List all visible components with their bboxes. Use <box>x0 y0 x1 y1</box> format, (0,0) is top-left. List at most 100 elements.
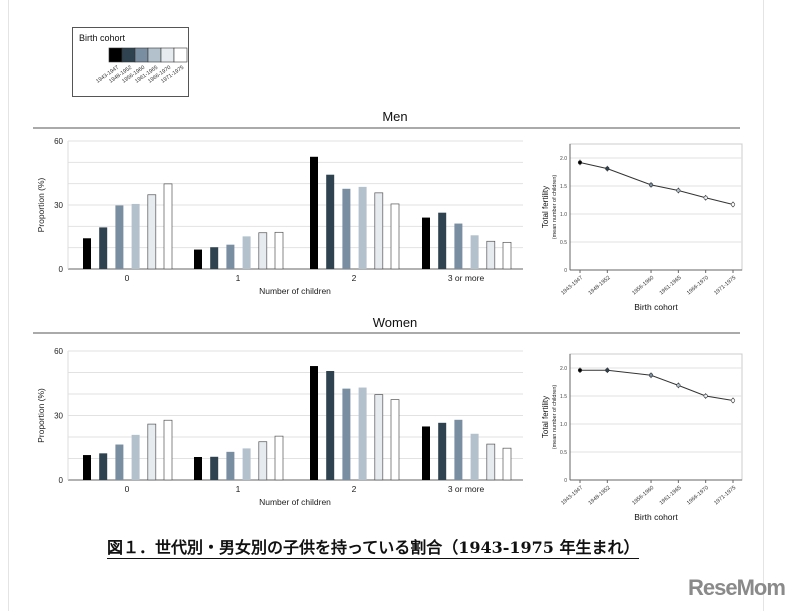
x-tick-label: 2 <box>352 273 357 283</box>
page-border-right <box>763 0 764 611</box>
bar-1943-1947-1 <box>194 456 202 480</box>
y-tick-label: 1.5 <box>560 394 567 400</box>
bar-1948-1952-1 <box>210 456 219 480</box>
y-axis-label: Total fertility <box>541 396 550 438</box>
y-tick-label: 60 <box>54 137 63 146</box>
y-axis-sublabel: (mean number of children) <box>552 175 558 240</box>
y-tick-label: 1.5 <box>560 184 567 190</box>
bar-1948-1952-0 <box>99 227 108 269</box>
y-tick-label: 0 <box>564 268 567 274</box>
bar-1943-1947-0 <box>83 238 91 269</box>
bar-1971-1975-1 <box>274 435 284 481</box>
bar-1961-1965-2 <box>358 387 367 480</box>
bar-1948-1952-2 <box>326 174 335 269</box>
bar-1961-1965-0 <box>131 203 140 269</box>
x-tick-label: 1 <box>236 273 241 283</box>
bar-1966-1970-1 <box>258 232 268 270</box>
bar-1971-1975-2 <box>390 203 400 270</box>
x-tick-label: 1 <box>236 484 241 494</box>
bar-1961-1965-1 <box>242 236 251 269</box>
plot-frame <box>569 353 743 481</box>
bar-1961-1965-2 <box>358 186 367 269</box>
bar-1966-1970-0 <box>147 423 157 481</box>
y-tick-label: 0 <box>564 478 567 484</box>
bar-1943-1947-3 or more <box>422 426 430 480</box>
chart-title: Men <box>382 109 407 124</box>
data-point-1971-1975 <box>730 202 736 207</box>
x-tick-label: 3 or more <box>448 484 485 494</box>
bar-1966-1970-2 <box>374 192 384 270</box>
y-tick-label: 30 <box>54 412 63 421</box>
data-point-1948-1952 <box>605 368 610 373</box>
x-tick-label: 1943-1947 <box>560 485 584 507</box>
data-point-1948-1952 <box>605 166 610 171</box>
x-tick-label: 1966-1970 <box>686 485 710 507</box>
y-axis-label: Proportion (%) <box>36 388 46 443</box>
x-tick-label: 3 or more <box>448 273 485 283</box>
legend-swatch-1971-1975 <box>173 47 188 63</box>
bar-1961-1965-0 <box>131 434 140 480</box>
page-border-left <box>8 0 9 611</box>
data-point-1956-1960 <box>648 182 654 187</box>
data-point-1943-1947 <box>577 368 583 373</box>
bar-1966-1970-2 <box>374 394 384 481</box>
bar-1948-1952-0 <box>99 453 108 480</box>
x-tick-label: 1966-1970 <box>686 275 710 297</box>
bar-1956-1960-0 <box>115 444 124 480</box>
y-axis-label: Total fertility <box>541 186 550 228</box>
bar-1966-1970-0 <box>147 194 157 270</box>
bar-1948-1952-3 or more <box>438 422 447 480</box>
bar-1956-1960-3 or more <box>454 223 463 269</box>
y-tick-label: 2.0 <box>560 366 567 372</box>
x-tick-label: 0 <box>125 273 130 283</box>
resemom-logo: ReseMom <box>688 575 786 600</box>
bar-1971-1975-0 <box>163 183 173 270</box>
x-tick-label: 1961-1965 <box>659 485 683 507</box>
bar-1961-1965-3 or more <box>470 235 479 269</box>
legend-title: Birth cohort <box>79 33 126 43</box>
x-tick-label: 1943-1947 <box>560 275 584 297</box>
legend-swatch-1966-1970 <box>160 47 175 63</box>
y-tick-label: 30 <box>54 201 63 210</box>
legend-swatch-1948-1952 <box>121 47 136 63</box>
bar-1971-1975-3 or more <box>502 241 512 270</box>
fertility-line <box>580 369 734 401</box>
y-tick-label: 2.0 <box>560 156 567 162</box>
bar-1971-1975-2 <box>390 399 400 481</box>
bar-1943-1947-2 <box>310 366 318 480</box>
data-point-1961-1965 <box>676 383 681 388</box>
chart-title: Women <box>373 315 418 330</box>
y-tick-label: 0.5 <box>560 450 567 456</box>
bar-1961-1965-1 <box>242 448 251 480</box>
legend-swatch-1943-1947 <box>108 47 123 63</box>
bar-1971-1975-1 <box>274 231 284 270</box>
bar-1948-1952-2 <box>326 370 335 480</box>
bar-1948-1952-1 <box>210 247 219 269</box>
x-axis-label: Birth cohort <box>634 302 678 312</box>
x-axis-label: Number of children <box>259 497 331 507</box>
bar-1971-1975-3 or more <box>502 447 512 481</box>
bar-1943-1947-1 <box>194 249 202 269</box>
fertility-line <box>579 161 734 205</box>
bar-1956-1960-3 or more <box>454 419 463 480</box>
data-point-1943-1947 <box>577 160 583 165</box>
y-tick-label: 0.5 <box>560 240 567 246</box>
bar-1966-1970-3 or more <box>486 443 496 481</box>
y-tick-label: 60 <box>54 347 63 356</box>
x-tick-label: 1961-1965 <box>659 275 683 297</box>
bar-1943-1947-2 <box>310 156 318 269</box>
legend-swatch-1961-1965 <box>147 47 162 63</box>
plot-frame <box>569 143 743 271</box>
data-point-1956-1960 <box>648 373 654 378</box>
y-tick-label: 1.0 <box>560 422 567 428</box>
x-tick-label: 1971-1975 <box>713 275 737 297</box>
x-tick-label: 0 <box>125 484 130 494</box>
bar-1966-1970-3 or more <box>486 240 496 270</box>
bar-1956-1960-1 <box>226 244 235 269</box>
x-axis-label: Number of children <box>259 286 331 296</box>
data-point-1966-1970 <box>703 393 708 399</box>
y-axis-label: Proportion (%) <box>36 177 46 232</box>
y-axis-sublabel: (mean number of children) <box>552 385 558 450</box>
